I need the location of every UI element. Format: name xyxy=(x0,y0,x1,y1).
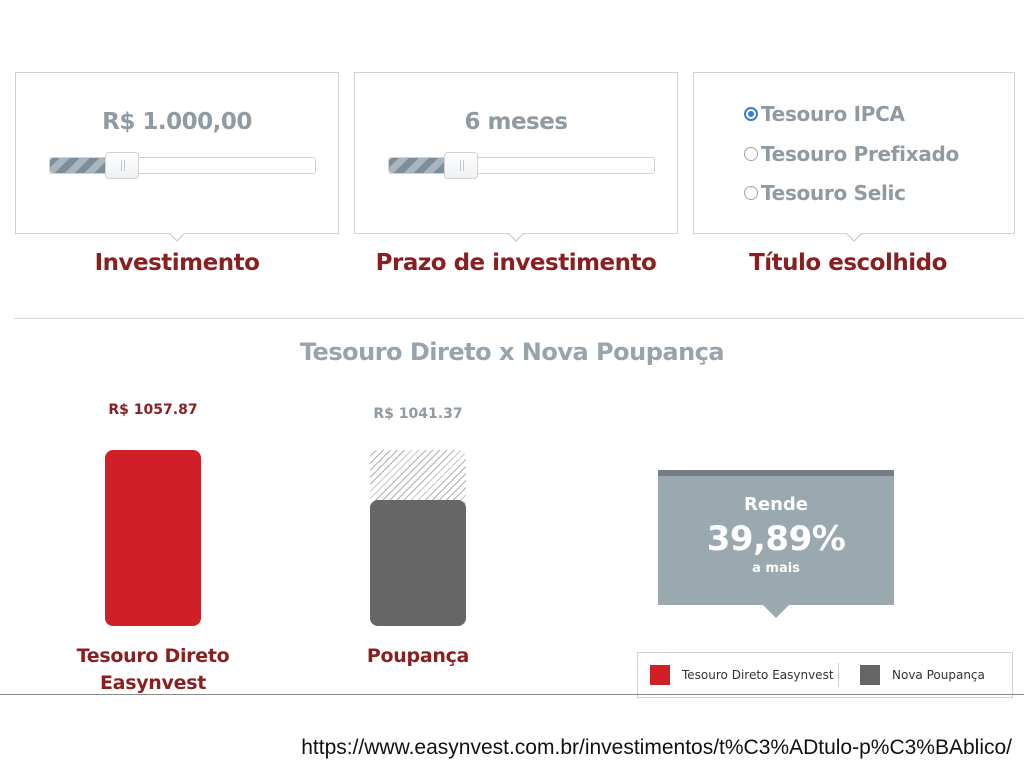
source-url: https://www.easynvest.com.br/investiment… xyxy=(301,736,1012,759)
legend-label: Tesouro Direto Easynvest xyxy=(682,668,834,682)
radio-label: Tesouro IPCA xyxy=(761,102,905,126)
grip-icon xyxy=(459,160,464,171)
card-pointer xyxy=(507,232,525,242)
card-pointer xyxy=(845,232,863,242)
radio-tesouro-prefixado[interactable]: Tesouro Prefixado xyxy=(744,142,959,166)
bar-label-tesouro: Tesouro Direto Easynvest xyxy=(45,643,261,697)
chart-legend: Tesouro Direto Easynvest Nova Poupança xyxy=(637,652,1013,698)
investment-slider-handle[interactable] xyxy=(104,152,139,179)
section-divider xyxy=(14,318,1024,319)
bar-label-poupanca: Poupança xyxy=(310,643,526,670)
investment-label: Investimento xyxy=(94,250,260,276)
radio-unchecked-icon xyxy=(744,147,758,161)
radio-checked-icon xyxy=(744,107,758,121)
legend-swatch-red xyxy=(650,665,670,685)
bar-poupanca xyxy=(370,500,466,626)
radio-tesouro-ipca[interactable]: Tesouro IPCA xyxy=(744,102,905,126)
bar-label-line: Tesouro Direto xyxy=(76,645,230,667)
radio-label: Tesouro Prefixado xyxy=(761,142,959,166)
callout-line3: a mais xyxy=(752,561,800,576)
radio-tesouro-selic[interactable]: Tesouro Selic xyxy=(744,181,906,205)
bar-tesouro-direto xyxy=(105,450,201,626)
comparison-title: Tesouro Direto x Nova Poupança xyxy=(299,338,725,366)
radio-label: Tesouro Selic xyxy=(761,181,906,205)
legend-label: Nova Poupança xyxy=(892,668,985,682)
bar-label-line: Poupança xyxy=(366,645,470,667)
term-card: 6 meses xyxy=(354,72,678,242)
legend-swatch-gray xyxy=(860,665,880,685)
investment-card: R$ 1.000,00 xyxy=(15,72,339,242)
callout-percentage: 39,89% xyxy=(706,519,846,559)
callout-line1: Rende xyxy=(744,494,808,515)
investment-slider-fill xyxy=(50,158,122,173)
card-pointer xyxy=(168,232,186,242)
term-label: Prazo de investimento xyxy=(375,250,657,276)
term-value: 6 meses xyxy=(464,109,568,135)
investment-slider[interactable] xyxy=(49,152,316,179)
bar-label-line: Easynvest xyxy=(100,672,206,694)
term-slider-handle[interactable] xyxy=(443,152,478,179)
bar-value-poupanca: R$ 1041.37 xyxy=(373,406,463,422)
term-slider-fill xyxy=(389,158,461,173)
legend-item-tesouro: Tesouro Direto Easynvest xyxy=(650,665,834,685)
investment-amount: R$ 1.000,00 xyxy=(102,109,252,135)
yield-callout: Rende 39,89% a mais xyxy=(658,470,894,618)
legend-item-poupanca: Nova Poupança xyxy=(860,665,985,685)
bar-value-tesouro: R$ 1057.87 xyxy=(108,402,198,418)
legend-separator xyxy=(838,663,839,687)
grip-icon xyxy=(120,160,125,171)
radio-unchecked-icon xyxy=(744,186,758,200)
callout-pointer xyxy=(763,605,789,618)
footer-divider xyxy=(0,694,1024,695)
term-slider[interactable] xyxy=(388,152,655,179)
title-card: Tesouro IPCA Tesouro Prefixado Tesouro S… xyxy=(693,72,1015,242)
chosen-title-label: Título escolhido xyxy=(749,250,947,276)
